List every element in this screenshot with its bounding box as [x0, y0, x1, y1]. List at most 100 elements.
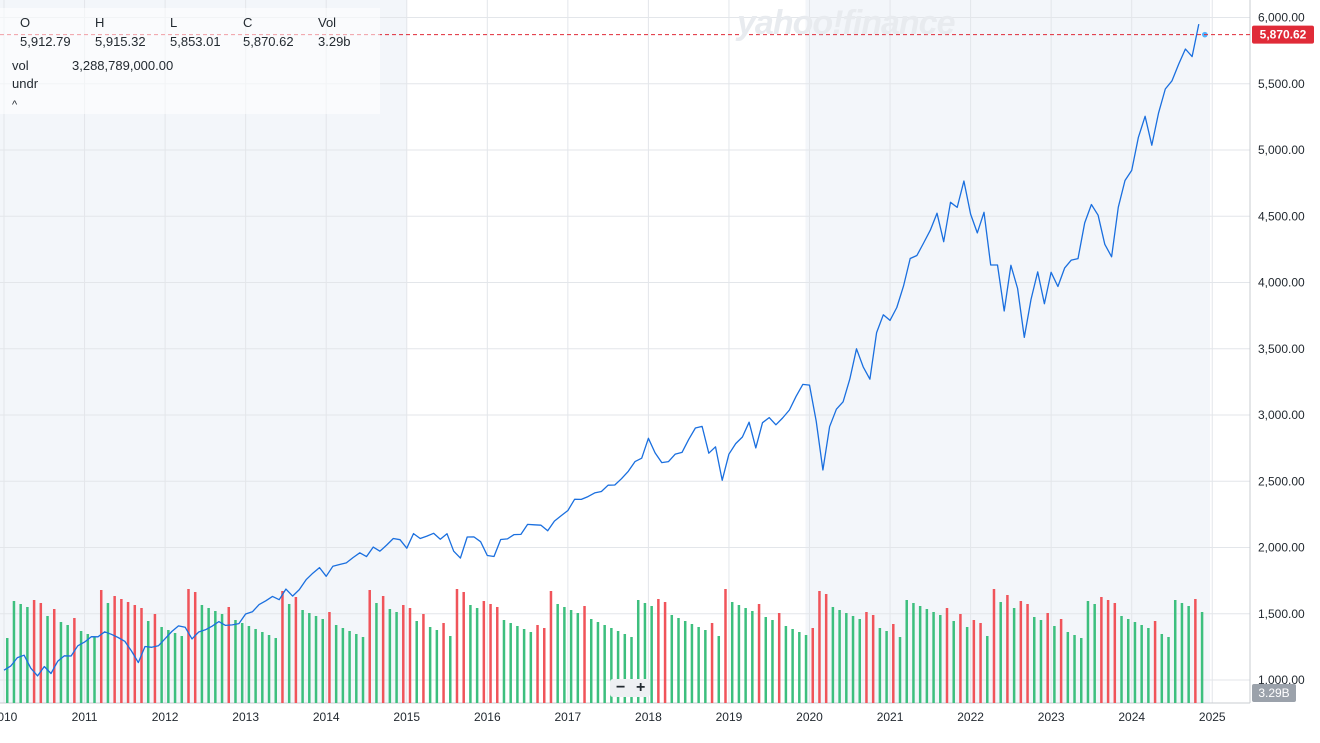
volume-bar — [274, 638, 277, 703]
volume-bar — [1167, 637, 1170, 703]
volume-bar — [1039, 620, 1043, 703]
x-tick-label: 2015 — [393, 710, 420, 724]
axis-labels: 2010 2011 2012 2013 2014 2015 2016 2017 2018 2019… — [0, 11, 1305, 725]
zoom-controls: − + — [610, 679, 650, 697]
y-tick-label: 2,500.00 — [1258, 474, 1305, 488]
volume-bar — [99, 590, 103, 703]
volume-bar — [898, 637, 902, 703]
volume-bar — [643, 603, 647, 703]
volume-bar — [959, 614, 962, 703]
last-price-badge-label: 5,870.62 — [1260, 28, 1307, 42]
volume-bar — [771, 620, 774, 703]
volume-bar — [93, 637, 96, 703]
volume-bar — [576, 613, 580, 703]
volume-bar — [39, 603, 43, 703]
volume-bar — [945, 608, 949, 703]
volume-bar — [724, 589, 727, 703]
volume-bar — [730, 602, 734, 703]
volume-bar — [375, 603, 378, 703]
open-value: 5,912.79 — [20, 34, 71, 49]
volume-bar — [368, 590, 371, 703]
volume-bar — [845, 613, 848, 703]
volume-bar — [355, 634, 358, 703]
vol-indicator-label: vol — [12, 58, 29, 73]
volume-bars — [6, 589, 1204, 703]
volume-bar — [623, 634, 627, 703]
volume-bar — [348, 631, 351, 703]
volume-bar — [905, 600, 908, 703]
volume-bar — [247, 626, 251, 703]
volume-bar — [234, 620, 237, 703]
volume-bar — [1180, 603, 1184, 703]
volume-bar — [180, 636, 184, 703]
volume-bar — [925, 609, 929, 703]
volume-bar — [1133, 622, 1137, 703]
volume-bar — [52, 609, 56, 703]
volume-bar — [1059, 619, 1063, 703]
collapse-caret-icon[interactable]: ^ — [12, 99, 18, 111]
volume-bar — [86, 634, 90, 703]
volume-bar — [1200, 612, 1204, 703]
volume-bar — [965, 627, 969, 703]
volume-bar — [1093, 604, 1096, 703]
volume-bar — [932, 612, 935, 703]
volume-bar — [744, 608, 747, 703]
volume-bar — [529, 632, 533, 703]
volume-badge — [1252, 684, 1296, 702]
volume-bar — [19, 604, 22, 703]
volume-bar — [462, 592, 465, 703]
volume-bar — [79, 631, 83, 703]
volume-bar — [583, 606, 586, 703]
volume-bar — [1113, 603, 1117, 703]
x-tick-label: 2021 — [877, 710, 904, 724]
volume-bar — [496, 607, 499, 703]
low-value: 5,853.01 — [170, 34, 221, 49]
volume-bar — [563, 607, 566, 703]
volume-bar — [1073, 635, 1076, 703]
low-label: L — [170, 15, 178, 30]
ohlc-legend: O H L C Vol 5,912.79 5,915.32 5,853.01 5… — [0, 8, 380, 114]
volume-bar — [885, 631, 888, 703]
volume-bar — [737, 605, 741, 703]
volume-bar — [402, 605, 405, 703]
volume-bar — [455, 589, 459, 703]
volume-bar — [126, 602, 130, 703]
volume-bar — [892, 624, 895, 703]
volume-bar — [1173, 600, 1177, 703]
zoom-out-button[interactable]: − — [616, 679, 626, 696]
volume-bar — [1106, 600, 1110, 703]
zoom-in-button[interactable]: + — [636, 679, 646, 696]
volume-bar — [106, 603, 110, 703]
volume-bar — [187, 589, 190, 703]
last-price-badge — [1252, 25, 1314, 44]
volume-bar — [751, 611, 754, 703]
volume-bar — [193, 592, 197, 703]
volume-bar — [153, 614, 157, 703]
volume-bar — [214, 611, 217, 703]
volume-bar — [556, 604, 559, 703]
x-tick-label: 2011 — [72, 710, 98, 724]
volume-bar — [798, 632, 801, 703]
volume-bar — [1160, 634, 1164, 703]
volume-bar — [469, 605, 472, 703]
y-tick-label: 5,000.00 — [1258, 143, 1305, 157]
x-tick-label: 2022 — [957, 710, 984, 724]
volume-bar — [442, 623, 445, 703]
x-tick-label: 2024 — [1118, 710, 1145, 724]
volume-bar — [543, 628, 546, 703]
y-tick-label: 4,500.00 — [1258, 209, 1305, 223]
volume-bar — [428, 627, 432, 703]
volume-bar — [811, 628, 814, 703]
volume-bar — [475, 608, 479, 703]
volume-bar — [167, 630, 170, 703]
volume-bar — [636, 600, 640, 703]
x-tick-label: 2013 — [232, 710, 259, 724]
volume-bar — [1080, 638, 1083, 703]
volume-bar — [569, 610, 573, 703]
undr-label: undr — [12, 76, 39, 91]
volume-bar — [321, 619, 324, 703]
x-tick-label: 2019 — [716, 710, 743, 724]
volume-bar — [616, 631, 620, 703]
volume-bar — [697, 627, 700, 703]
